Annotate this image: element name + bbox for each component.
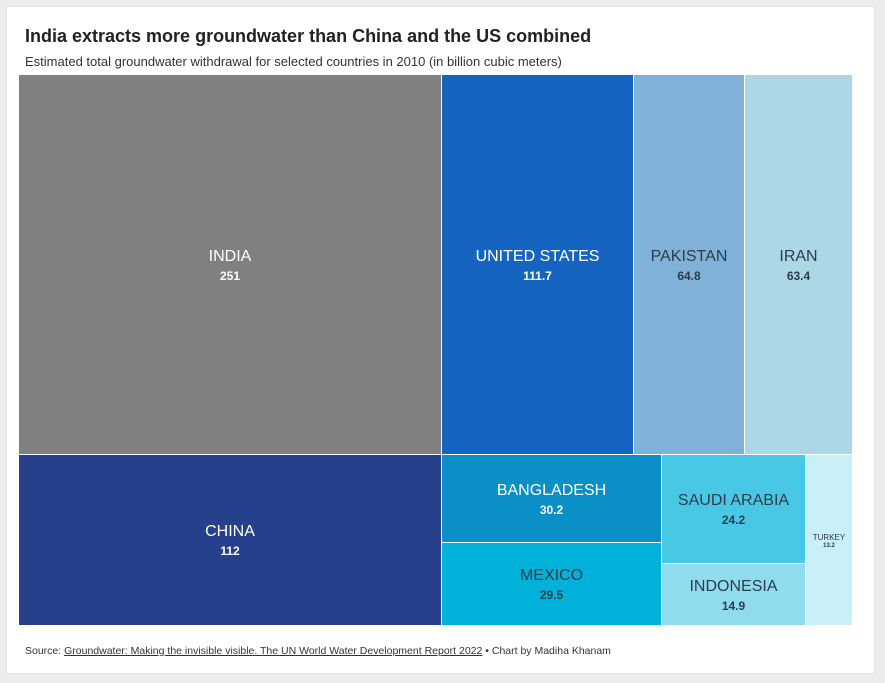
- tile-value: 63.4: [786, 269, 811, 283]
- tile-name: INDONESIA: [689, 578, 778, 595]
- tile-value: 13.2: [823, 543, 835, 549]
- tile-value: 14.9: [721, 599, 746, 613]
- tile-mexico[interactable]: MEXICO 29.5: [442, 543, 662, 626]
- tile-value: 30.2: [539, 503, 564, 517]
- tile-pakistan[interactable]: PAKISTAN 64.8: [634, 75, 745, 455]
- tile-value: 24.2: [721, 513, 746, 527]
- tile-iran[interactable]: IRAN 63.4: [745, 75, 853, 455]
- tile-united-states[interactable]: UNITED STATES 111.7: [442, 75, 634, 455]
- tile-name: CHINA: [205, 523, 255, 540]
- tile-label-iran: IRAN 63.4: [745, 248, 852, 283]
- tile-saudi-arabia[interactable]: SAUDI ARABIA 24.2: [662, 455, 806, 564]
- tile-value: 111.7: [523, 269, 552, 283]
- tile-name: IRAN: [779, 248, 818, 265]
- tile-label-bangladesh: BANGLADESH 30.2: [442, 482, 661, 517]
- tile-india[interactable]: INDIA 251: [19, 75, 442, 455]
- source-prefix: Source:: [25, 645, 65, 657]
- tile-name: UNITED STATES: [475, 248, 600, 265]
- chart-credit: • Chart by Madiha Khanam: [482, 645, 611, 657]
- tile-label-saudi-arabia: SAUDI ARABIA 24.2: [662, 492, 805, 527]
- tile-label-india: INDIA 251: [19, 248, 441, 283]
- tile-value: 251: [219, 269, 241, 283]
- chart-subtitle: Estimated total groundwater withdrawal f…: [25, 54, 562, 69]
- tile-value: 64.8: [677, 269, 701, 283]
- tile-name: BANGLADESH: [496, 482, 607, 499]
- treemap: INDIA 251 CHINA 112 UNITED STATES 111.7 PAKIST…: [19, 75, 853, 626]
- tile-label-mexico: MEXICO 29.5: [442, 567, 661, 602]
- tile-china[interactable]: CHINA 112: [19, 455, 442, 626]
- tile-turkey[interactable]: TURKEY 13.2: [806, 455, 853, 626]
- chart-footer: Source: Groundwater: Making the invisibl…: [25, 645, 611, 657]
- tile-name: INDIA: [208, 248, 252, 265]
- tile-value: 29.5: [539, 588, 564, 602]
- tile-name: TURKEY: [812, 533, 846, 542]
- tile-label-united-states: UNITED STATES 111.7: [442, 248, 633, 283]
- tile-name: SAUDI ARABIA: [677, 492, 790, 509]
- tile-value: 112: [220, 544, 240, 558]
- tile-label-turkey: TURKEY 13.2: [806, 533, 852, 549]
- tile-label-pakistan: PAKISTAN 64.8: [634, 248, 744, 283]
- chart-title: India extracts more groundwater than Chi…: [25, 26, 592, 46]
- tile-label-china: CHINA 112: [19, 523, 441, 558]
- tile-bangladesh[interactable]: BANGLADESH 30.2: [442, 455, 662, 543]
- tile-label-indonesia: INDONESIA 14.9: [662, 578, 805, 613]
- tile-name: PAKISTAN: [650, 248, 728, 265]
- tile-indonesia[interactable]: INDONESIA 14.9: [662, 564, 806, 626]
- source-link[interactable]: Groundwater: Making the invisible visibl…: [64, 645, 483, 657]
- tile-name: MEXICO: [519, 567, 584, 584]
